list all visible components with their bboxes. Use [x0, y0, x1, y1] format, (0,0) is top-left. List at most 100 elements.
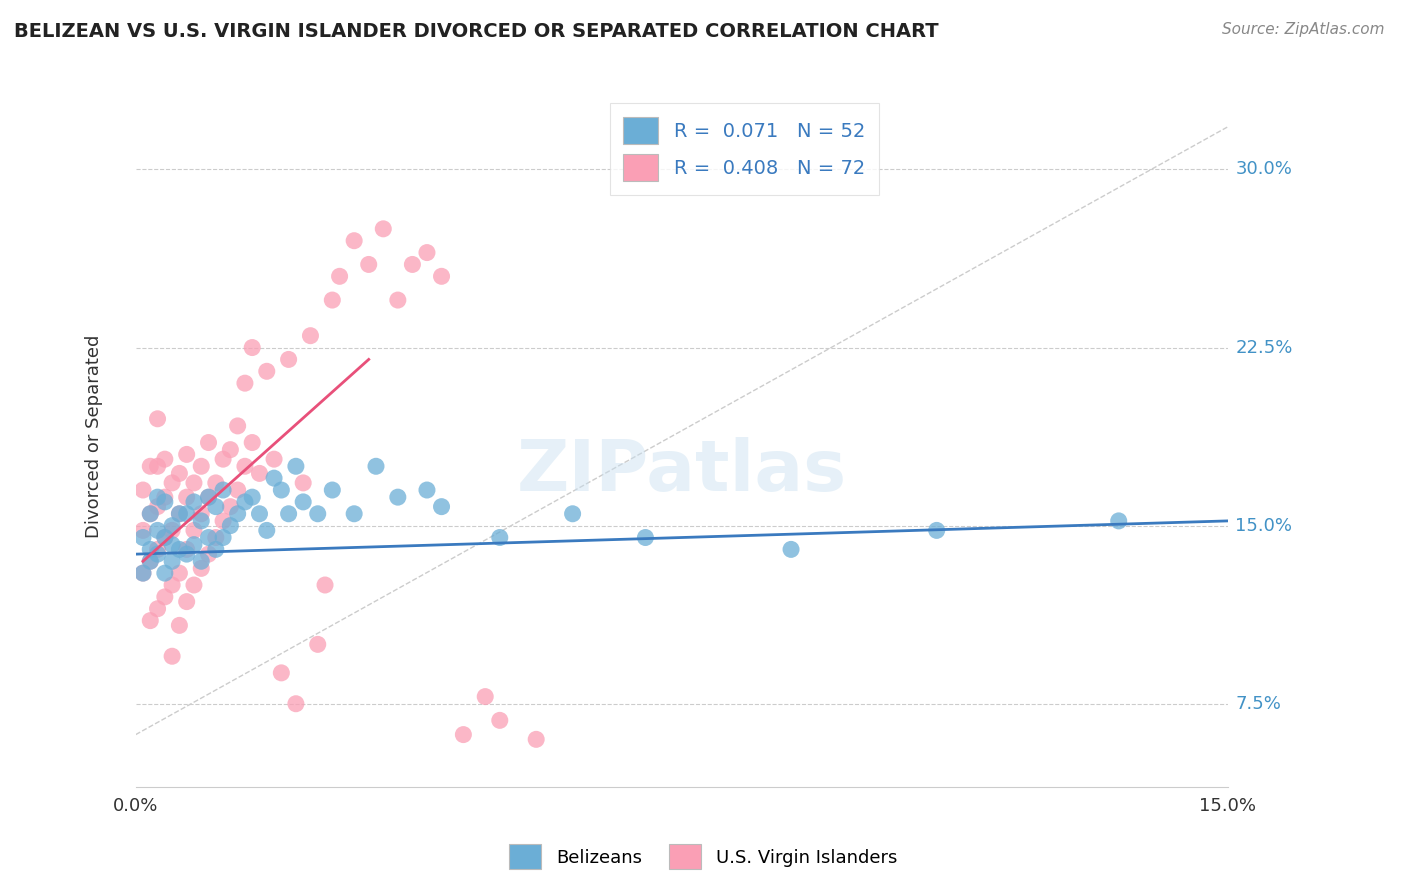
Point: [169, 467, 191, 481]
Point: [176, 547, 198, 561]
Point: [226, 418, 249, 433]
Text: 7.5%: 7.5%: [1236, 695, 1281, 713]
Point: [634, 531, 657, 545]
Point: [160, 475, 183, 490]
Point: [197, 435, 219, 450]
Point: [153, 495, 176, 509]
Point: [233, 376, 256, 391]
Legend: R =  0.071   N = 52, R =  0.408   N = 72: R = 0.071 N = 52, R = 0.408 N = 72: [610, 103, 879, 195]
Point: [146, 411, 169, 425]
Point: [190, 459, 212, 474]
Point: [488, 531, 510, 545]
Point: [190, 507, 212, 521]
Point: [153, 590, 176, 604]
Text: ZIPatlas: ZIPatlas: [517, 437, 846, 506]
Point: [190, 514, 212, 528]
Text: Source: ZipAtlas.com: Source: ZipAtlas.com: [1222, 22, 1385, 37]
Point: [430, 269, 453, 284]
Point: [183, 495, 205, 509]
Point: [321, 483, 343, 497]
Point: [364, 459, 387, 474]
Point: [277, 352, 299, 367]
Point: [430, 500, 453, 514]
Point: [176, 594, 198, 608]
Point: [204, 542, 226, 557]
Point: [176, 542, 198, 557]
Point: [263, 471, 285, 485]
Point: [153, 531, 176, 545]
Point: [329, 269, 352, 284]
Point: [488, 714, 510, 728]
Point: [249, 467, 271, 481]
Point: [270, 665, 292, 680]
Point: [204, 500, 226, 514]
Point: [169, 566, 191, 581]
Point: [132, 566, 155, 581]
Point: [183, 524, 205, 538]
Point: [204, 531, 226, 545]
Point: [204, 475, 226, 490]
Point: [321, 293, 343, 307]
Point: [160, 649, 183, 664]
Point: [256, 524, 278, 538]
Text: Divorced or Separated: Divorced or Separated: [86, 334, 103, 538]
Point: [197, 490, 219, 504]
Point: [190, 554, 212, 568]
Point: [263, 452, 285, 467]
Point: [416, 245, 439, 260]
Point: [160, 524, 183, 538]
Point: [233, 495, 256, 509]
Point: [307, 507, 329, 521]
Point: [183, 475, 205, 490]
Point: [146, 459, 169, 474]
Point: [233, 459, 256, 474]
Point: [183, 578, 205, 592]
Point: [292, 475, 315, 490]
Point: [226, 483, 249, 497]
Point: [561, 507, 583, 521]
Point: [169, 507, 191, 521]
Point: [176, 507, 198, 521]
Point: [197, 547, 219, 561]
Point: [146, 524, 169, 538]
Point: [139, 554, 162, 568]
Point: [139, 554, 162, 568]
Point: [176, 490, 198, 504]
Point: [226, 507, 249, 521]
Point: [292, 495, 315, 509]
Point: [139, 459, 162, 474]
Point: [284, 697, 307, 711]
Point: [176, 447, 198, 461]
Point: [780, 542, 803, 557]
Point: [219, 500, 242, 514]
Point: [160, 578, 183, 592]
Point: [387, 490, 409, 504]
Point: [1108, 514, 1130, 528]
Point: [153, 566, 176, 581]
Point: [284, 459, 307, 474]
Text: 22.5%: 22.5%: [1236, 339, 1292, 357]
Point: [212, 531, 235, 545]
Point: [219, 442, 242, 457]
Point: [387, 293, 409, 307]
Point: [139, 507, 162, 521]
Point: [160, 538, 183, 552]
Legend: Belizeans, U.S. Virgin Islanders: Belizeans, U.S. Virgin Islanders: [499, 835, 907, 879]
Point: [132, 524, 155, 538]
Point: [277, 507, 299, 521]
Point: [153, 531, 176, 545]
Point: [183, 538, 205, 552]
Point: [925, 524, 948, 538]
Point: [314, 578, 336, 592]
Point: [197, 490, 219, 504]
Point: [524, 732, 547, 747]
Point: [132, 531, 155, 545]
Point: [146, 500, 169, 514]
Point: [240, 490, 263, 504]
Point: [153, 452, 176, 467]
Text: 15.0%: 15.0%: [1236, 516, 1292, 534]
Point: [153, 490, 176, 504]
Point: [357, 257, 380, 271]
Point: [307, 637, 329, 651]
Point: [240, 341, 263, 355]
